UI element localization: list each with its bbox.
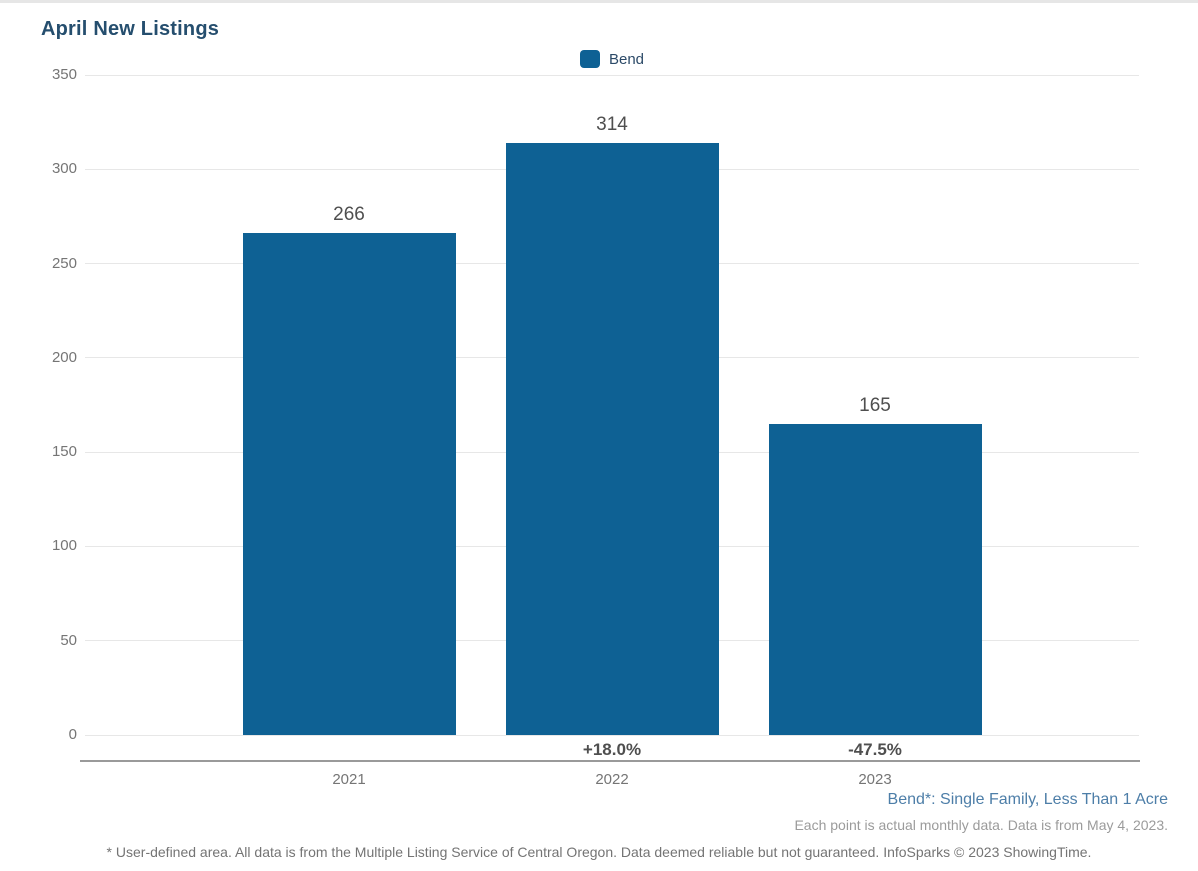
y-tick-250: 250 [51, 254, 77, 272]
series-footnote: Bend*: Single Family, Less Than 1 Acre [887, 791, 1168, 808]
x-axis-labels: 2021 2022 2023 [85, 771, 1139, 791]
y-tick-200: 200 [51, 348, 77, 366]
bar-value-2022: 314 [596, 113, 628, 135]
x-label-2021: 2021 [332, 771, 366, 788]
x-label-2023: 2023 [858, 771, 892, 788]
bar-value-2023: 165 [859, 394, 891, 416]
x-label-2022: 2022 [595, 771, 629, 788]
y-axis: 0 50 100 150 200 250 300 350 [0, 66, 77, 743]
bar-2021[interactable] [242, 233, 456, 735]
pct-change-row: +18.0% -47.5% [85, 740, 1139, 762]
bar-group-2023: 165 [768, 390, 982, 735]
legend-label-bend: Bend [608, 50, 645, 68]
plot-area: 266 314 165 [85, 74, 1139, 736]
y-tick-100: 100 [51, 537, 77, 555]
x-axis-line [80, 760, 1140, 762]
bar-value-2021: 266 [333, 204, 365, 226]
gridline-350 [85, 74, 1139, 76]
top-divider [0, 0, 1198, 3]
y-tick-150: 150 [51, 443, 77, 461]
bar-2022[interactable] [505, 142, 719, 735]
data-footnote: Each point is actual monthly data. Data … [794, 817, 1168, 833]
y-tick-0: 0 [68, 726, 77, 743]
chart-title: April New Listings [41, 18, 220, 40]
bar-2023[interactable] [768, 423, 982, 735]
pct-change-2022: +18.0% [582, 740, 642, 759]
bar-group-2021: 266 [242, 199, 456, 735]
y-tick-350: 350 [51, 66, 77, 83]
y-tick-300: 300 [51, 160, 77, 178]
legend-swatch-bend [579, 50, 600, 68]
disclaimer-footnote: * User-defined area. All data is from th… [106, 844, 1092, 860]
y-tick-50: 50 [60, 631, 77, 649]
legend[interactable]: Bend [85, 48, 1139, 70]
bar-group-2022: 314 [505, 109, 719, 735]
gridline-0 [85, 734, 1139, 736]
pct-change-2023: -47.5% [848, 740, 902, 759]
